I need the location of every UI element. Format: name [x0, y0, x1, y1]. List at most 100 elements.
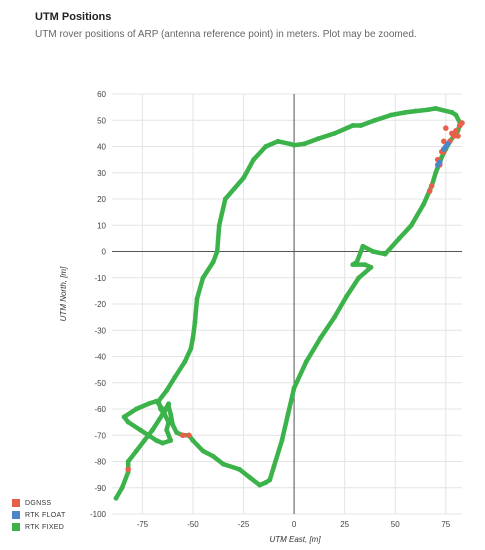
point-rtk-fixed — [388, 112, 394, 118]
point-dgnss — [428, 183, 435, 189]
y-tick-label: -50 — [94, 379, 106, 388]
point-rtk-fixed — [402, 109, 408, 115]
point-rtk-float — [445, 141, 451, 147]
point-dgnss — [459, 120, 465, 126]
point-rtk-fixed — [146, 401, 151, 407]
series-track-rtk-fixed — [113, 106, 463, 501]
point-rtk-fixed — [146, 432, 151, 438]
point-rtk-fixed — [214, 249, 220, 254]
y-tick-label: 10 — [97, 221, 106, 230]
point-rtk-fixed — [413, 108, 418, 114]
point-rtk-fixed — [332, 314, 337, 320]
y-tick-label: 40 — [97, 143, 106, 152]
point-rtk-fixed — [372, 117, 378, 123]
x-tick-label: 75 — [441, 520, 450, 529]
point-rtk-fixed — [190, 438, 196, 443]
point-rtk-fixed — [421, 201, 426, 207]
point-rtk-fixed — [200, 448, 206, 454]
point-rtk-fixed — [190, 335, 196, 341]
y-tick-label: -10 — [94, 274, 106, 283]
y-tick-label: -70 — [94, 431, 106, 440]
y-tick-label: -20 — [94, 300, 106, 309]
y-axis-label: UTM North, [m] — [59, 266, 68, 321]
legend-label-rtk-fixed: RTK FIXED — [25, 523, 65, 531]
point-dgnss — [180, 432, 186, 439]
x-tick-label: -50 — [187, 520, 199, 529]
point-rtk-fixed — [263, 144, 269, 149]
point-rtk-fixed — [162, 411, 168, 417]
point-rtk-fixed — [222, 196, 228, 202]
point-dgnss — [426, 188, 433, 194]
point-rtk-fixed — [216, 222, 222, 228]
point-dgnss — [453, 127, 459, 134]
point-rtk-fixed — [188, 346, 194, 352]
x-tick-label: 25 — [340, 520, 349, 529]
y-tick-label: 20 — [97, 195, 106, 204]
y-tick-label: 60 — [97, 90, 106, 99]
y-tick-label: -100 — [90, 510, 107, 519]
point-rtk-fixed — [263, 480, 269, 485]
point-rtk-fixed — [150, 427, 155, 433]
legend-item-rtk-float[interactable]: RTK FLOAT — [12, 509, 66, 521]
chart-legend: DGNSS RTK FLOAT RTK FIXED — [12, 497, 66, 533]
point-rtk-fixed — [356, 275, 362, 281]
point-rtk-fixed — [332, 130, 337, 136]
point-rtk-fixed — [156, 398, 161, 404]
point-rtk-fixed — [166, 419, 172, 425]
point-rtk-fixed — [194, 296, 200, 302]
y-tick-label: -80 — [94, 458, 106, 467]
x-tick-label: -25 — [238, 520, 250, 529]
point-rtk-fixed — [396, 235, 402, 241]
point-rtk-fixed — [154, 438, 159, 443]
x-tick-label: 50 — [391, 520, 400, 529]
point-rtk-float — [440, 146, 447, 152]
point-rtk-fixed — [360, 243, 366, 249]
point-rtk-fixed — [382, 251, 388, 257]
point-rtk-fixed — [113, 495, 119, 501]
point-rtk-fixed — [168, 438, 174, 443]
point-rtk-fixed — [315, 136, 321, 142]
legend-swatch-rtk-fixed — [12, 523, 20, 531]
point-rtk-fixed — [439, 154, 445, 160]
point-rtk-fixed — [368, 264, 374, 270]
legend-label-dgnss: DGNSS — [25, 499, 52, 507]
point-rtk-fixed — [164, 427, 170, 433]
point-rtk-fixed — [182, 359, 188, 365]
y-tick-label: -90 — [94, 484, 106, 493]
point-rtk-fixed — [350, 262, 356, 268]
point-rtk-fixed — [210, 259, 216, 265]
point-rtk-fixed — [251, 157, 257, 163]
legend-item-rtk-fixed[interactable]: RTK FIXED — [12, 521, 66, 533]
legend-label-rtk-float: RTK FLOAT — [25, 511, 66, 519]
point-rtk-fixed — [275, 138, 281, 144]
point-rtk-fixed — [303, 359, 309, 365]
point-rtk-fixed — [174, 430, 180, 436]
x-axis-label: UTM East, [m] — [269, 535, 321, 544]
point-rtk-fixed — [220, 461, 226, 467]
point-rtk-fixed — [170, 422, 176, 428]
x-tick-label: -75 — [137, 520, 149, 529]
point-rtk-fixed — [317, 335, 323, 341]
legend-item-dgnss[interactable]: DGNSS — [12, 497, 66, 509]
page-subtitle: UTM rover positions of ARP (antenna refe… — [35, 29, 417, 40]
point-rtk-fixed — [125, 419, 131, 425]
y-tick-label: -30 — [94, 326, 106, 335]
point-rtk-fixed — [160, 440, 165, 446]
point-rtk-fixed — [344, 293, 350, 299]
point-rtk-fixed — [257, 482, 263, 488]
y-tick-label: 50 — [97, 116, 106, 125]
point-rtk-fixed — [301, 141, 307, 147]
point-rtk-fixed — [133, 406, 139, 412]
point-rtk-fixed — [133, 448, 139, 454]
point-rtk-fixed — [409, 222, 414, 228]
point-rtk-fixed — [285, 411, 291, 417]
y-tick-label: -40 — [94, 353, 106, 362]
point-rtk-fixed — [166, 403, 172, 409]
point-rtk-fixed — [271, 464, 277, 470]
point-dgnss — [440, 138, 447, 145]
point-rtk-fixed — [237, 466, 242, 472]
point-rtk-fixed — [172, 375, 178, 380]
x-tick-label: 0 — [292, 520, 297, 529]
point-rtk-fixed — [200, 275, 206, 281]
